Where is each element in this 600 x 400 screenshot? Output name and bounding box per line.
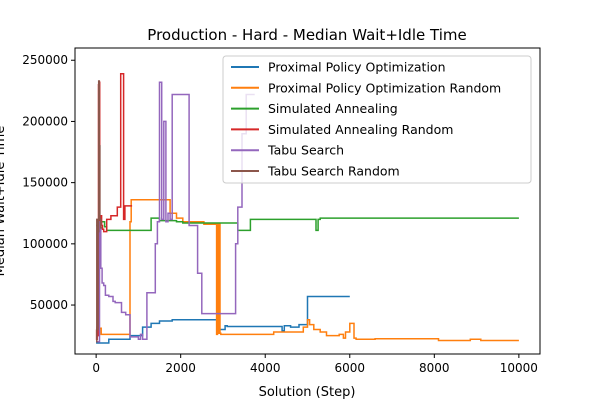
- legend-label-tabu-search-random: Tabu Search Random: [267, 164, 400, 179]
- y-tick-label: 100000: [22, 237, 68, 251]
- y-tick-label: 250000: [22, 53, 68, 67]
- x-tick-label: 6000: [334, 361, 365, 375]
- y-tick-label: 200000: [22, 114, 68, 128]
- legend-label-simulated-annealing: Simulated Annealing: [268, 101, 398, 116]
- y-axis: 50000 100000 150000 200000 250000: [22, 53, 75, 312]
- x-tick-label: 10000: [500, 361, 538, 375]
- x-tick-label: 4000: [250, 361, 281, 375]
- x-axis-label: Solution (Step): [259, 385, 356, 400]
- x-tick-label: 2000: [165, 361, 196, 375]
- x-tick-label: 8000: [419, 361, 450, 375]
- legend-label-proximal-policy-optimization-random: Proximal Policy Optimization Random: [268, 80, 501, 95]
- legend-box: [222, 55, 532, 184]
- y-tick-label: 50000: [30, 298, 68, 312]
- legend-label-proximal-policy-optimization: Proximal Policy Optimization: [268, 60, 446, 75]
- legend-label-tabu-search: Tabu Search: [267, 143, 344, 158]
- series-line-proximal-policy-optimization-random: [96, 199, 519, 342]
- y-axis-label: Median Wait+Idle Time: [0, 126, 8, 277]
- plot-frame: [74, 47, 541, 355]
- chart-title: Production - Hard - Median Wait+Idle Tim…: [147, 26, 466, 44]
- y-tick-label: 150000: [22, 176, 68, 190]
- x-axis: 0 2000 4000 6000 8000 10000: [92, 354, 538, 375]
- series-line-tabu-search: [96, 81, 255, 343]
- series-line-tabu-search-random: [96, 80, 103, 343]
- x-tick-label: 0: [92, 361, 100, 375]
- series-layer: [95, 72, 519, 344]
- legend: Proximal Policy Optimization Proximal Pol…: [222, 55, 532, 184]
- legend-label-simulated-annealing-random: Simulated Annealing Random: [268, 122, 453, 137]
- series-line-simulated-annealing-random: [95, 72, 133, 341]
